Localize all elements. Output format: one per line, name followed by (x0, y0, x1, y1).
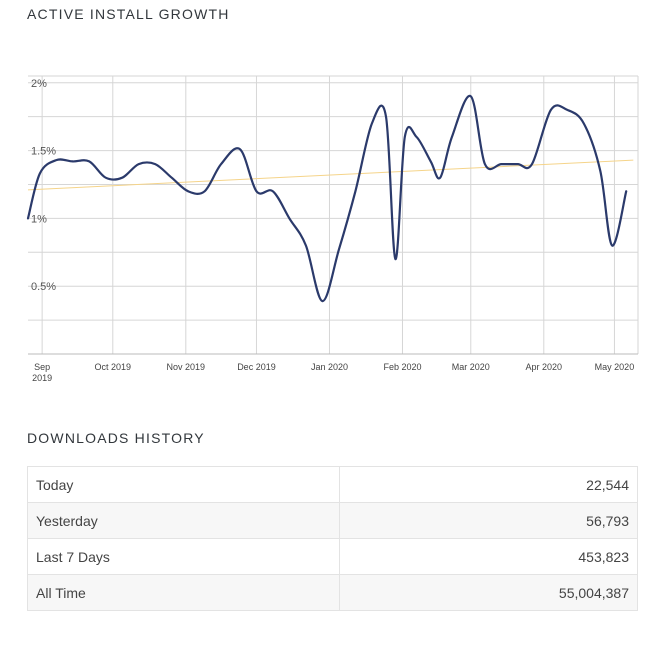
x-tick-label: Jan 2020 (311, 362, 348, 372)
y-tick-label: 0.5% (31, 281, 56, 293)
downloads-value-yesterday: 56,793 (338, 502, 639, 539)
table-row: Last 7 Days 453,823 (27, 538, 639, 575)
downloads-label-last-7-days: Last 7 Days (27, 538, 340, 575)
y-tick-label: 1.5% (31, 146, 56, 158)
table-row: Today 22,544 (27, 466, 639, 503)
downloads-value-last-7-days: 453,823 (338, 538, 639, 575)
growth-series-line (26, 95, 628, 303)
y-tick-label: 2% (31, 78, 47, 90)
downloads-label-today: Today (27, 466, 340, 503)
table-row: Yesterday 56,793 (27, 502, 639, 539)
downloads-history-table: Today 22,544 Yesterday 56,793 Last 7 Day… (27, 466, 639, 611)
x-tick-label: Apr 2020 (526, 362, 563, 372)
y-tick-label: 1% (31, 213, 47, 225)
x-tick-label: Sep 2019 (32, 362, 52, 383)
trend-line (27, 159, 634, 191)
active-install-growth-title: ACTIVE INSTALL GROWTH (27, 6, 230, 22)
x-tick-label: Nov 2019 (167, 362, 206, 372)
downloads-history-title: DOWNLOADS HISTORY (27, 430, 205, 446)
x-tick-label: Feb 2020 (383, 362, 421, 372)
downloads-value-all-time: 55,004,387 (338, 574, 639, 611)
downloads-label-yesterday: Yesterday (27, 502, 340, 539)
downloads-label-all-time: All Time (27, 574, 340, 611)
x-tick-label: May 2020 (595, 362, 635, 372)
downloads-value-today: 22,544 (338, 466, 639, 503)
table-row: All Time 55,004,387 (27, 574, 639, 611)
x-tick-label: Mar 2020 (452, 362, 490, 372)
active-install-growth-chart: 0.5% 1% 1.5% 2% Sep 2019 Oct 2019 Nov 2019 Dec 2… (26, 75, 639, 383)
x-tick-label: Dec 2019 (237, 362, 276, 372)
x-tick-label: Oct 2019 (95, 362, 132, 372)
